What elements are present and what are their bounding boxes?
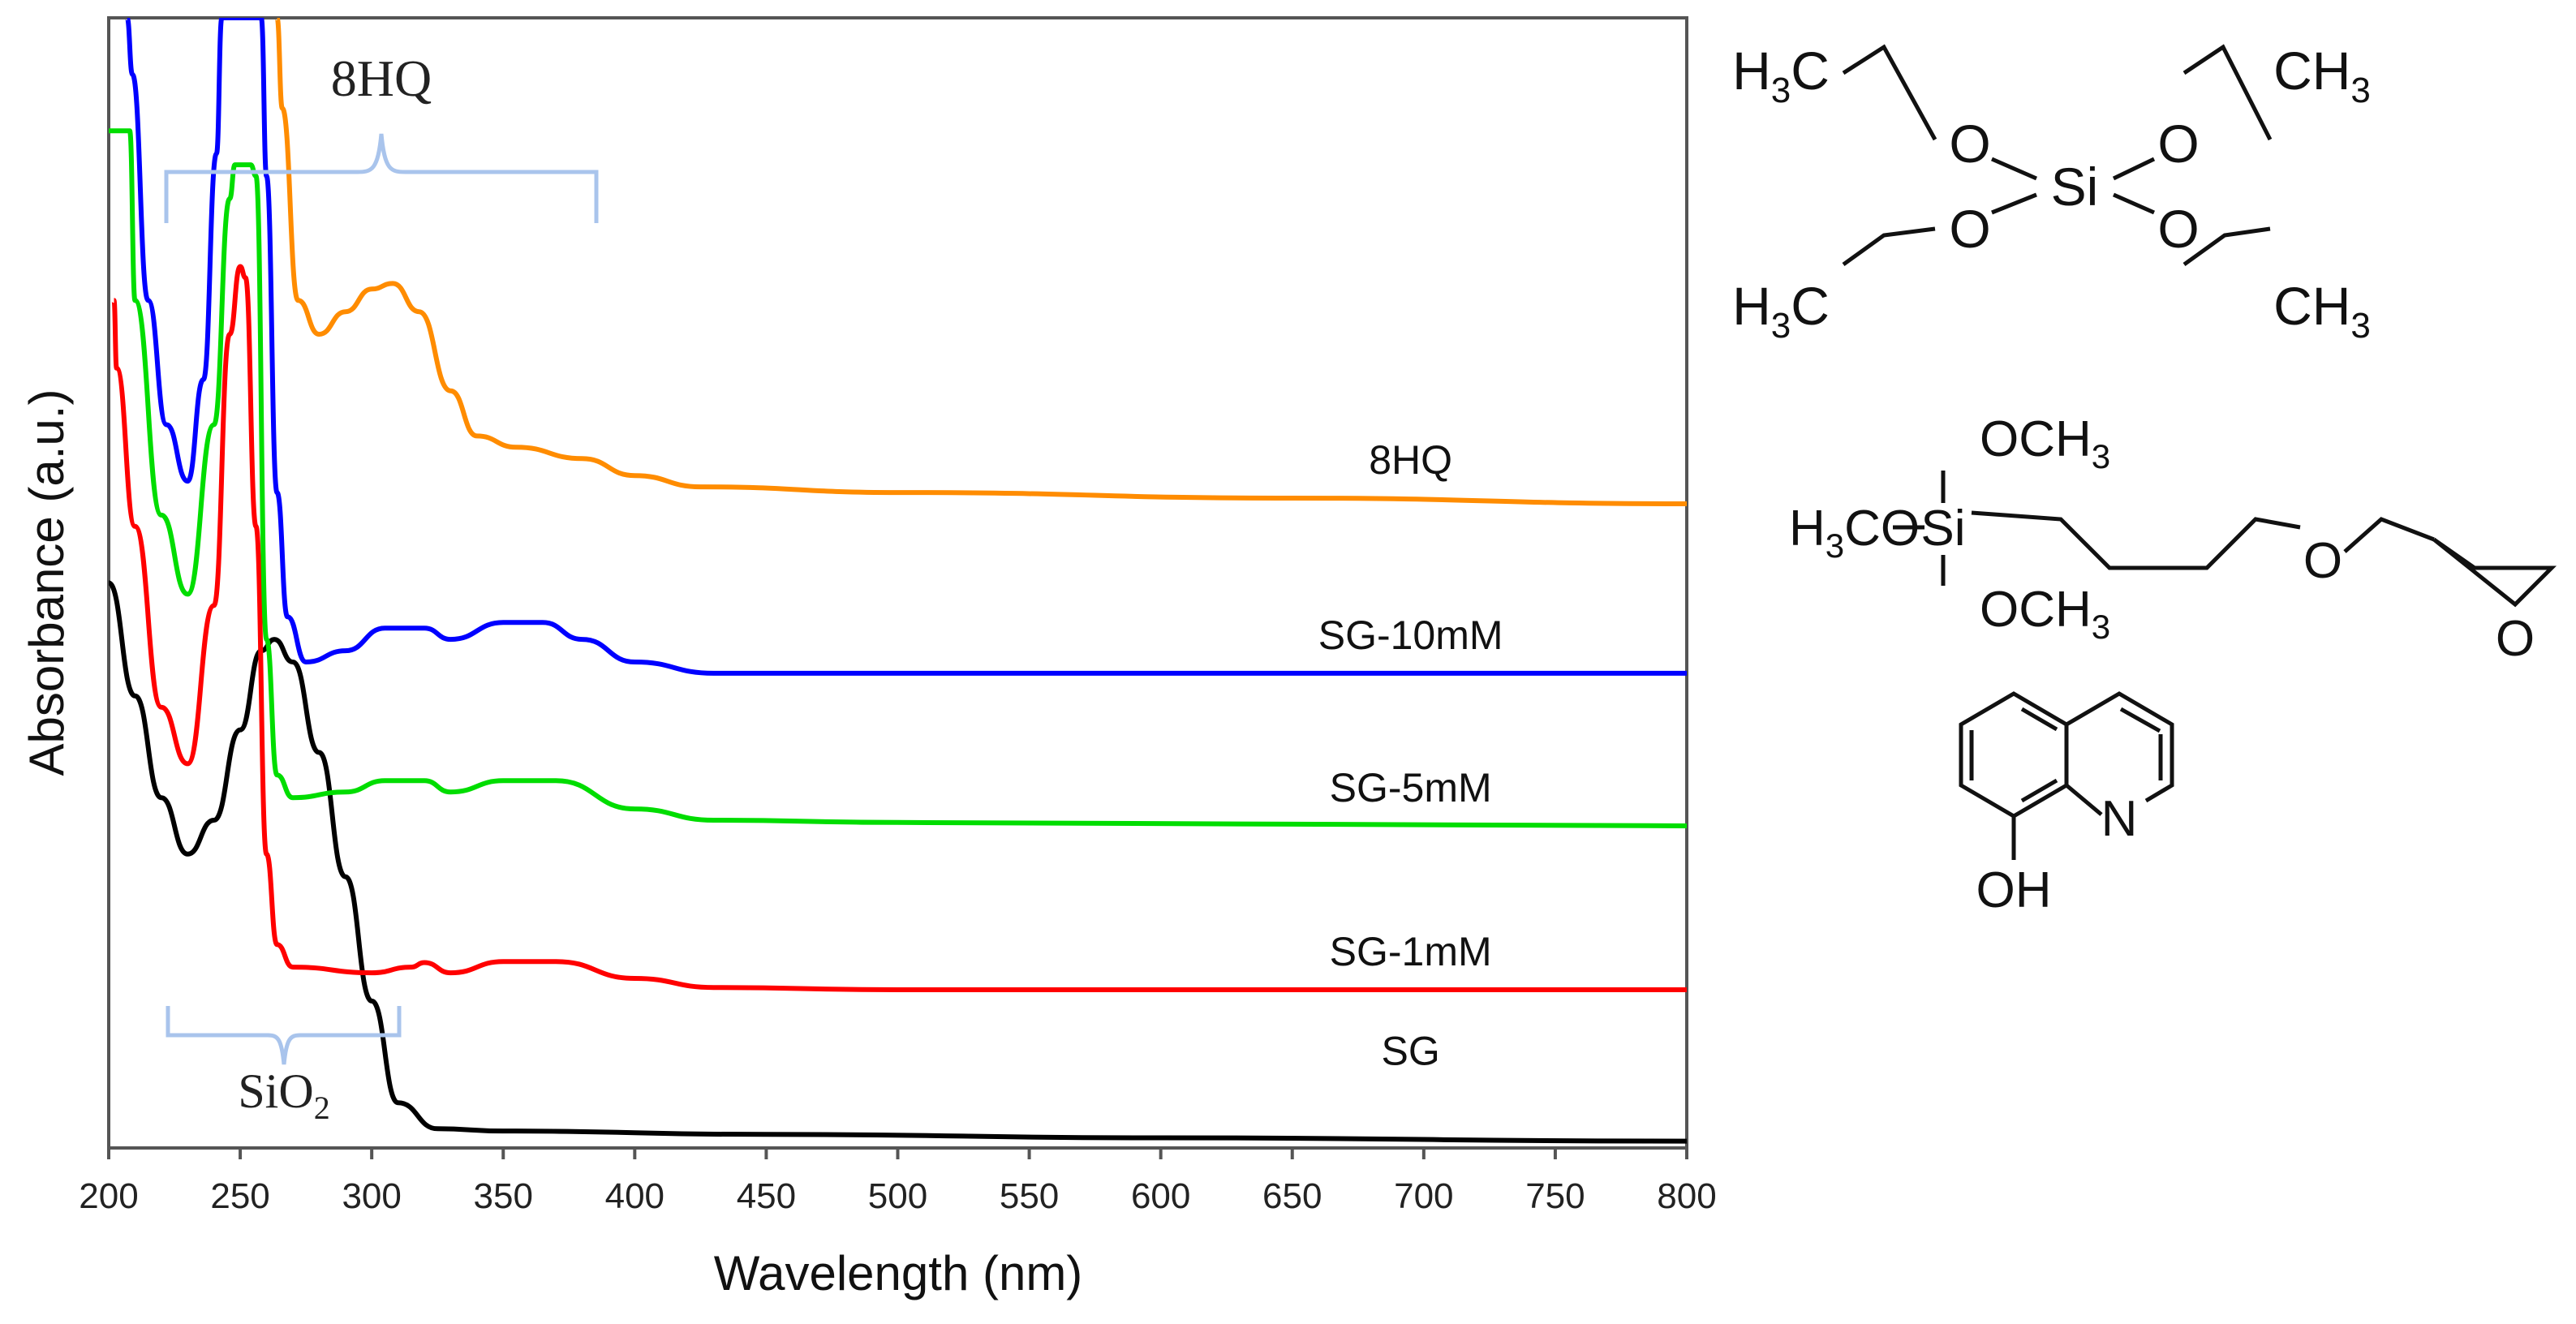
series-label-8HQ: 8HQ [1369,437,1452,483]
series-layer [109,18,1687,1144]
x-tick-label: 750 [1525,1176,1585,1216]
teos-ch3-top: CH3 [2273,41,2371,110]
gptms-structure: OCH3 H3CO Si OCH3 O O [1789,411,2557,667]
x-tick-label: 450 [737,1176,796,1216]
teos-h3c-top: H3C [1732,41,1830,110]
x-tick-label: 650 [1262,1176,1322,1216]
series-line-8HQ [274,18,1687,506]
series-label-SG-1mM: SG-1mM [1330,929,1492,974]
series-line-SG [109,580,1687,1144]
8-hydroxyquinoline-structure: N OH [1959,691,2174,918]
teos-si: Si [2051,157,2099,217]
SiO2-bracket-label: SiO2 [238,1064,329,1126]
series-line-SG-5mM [109,128,1687,828]
gptms-si: Si [1920,501,1965,557]
gptms-och3-top: OCH3 [1980,411,2110,475]
SiO2-subscript: 2 [314,1090,330,1126]
8HQ-bracket-label: 8HQ [331,49,432,107]
series-line-SG-1mM [111,264,1687,992]
x-tick-label: 550 [1000,1176,1059,1216]
x-tick-label: 250 [210,1176,269,1216]
x-tick-label: 300 [342,1176,401,1216]
teos-o-ll: O [1949,199,1990,259]
SiO2-base: SiO [238,1064,313,1118]
8HQ-bracket [164,133,599,223]
series-label-SG-5mM: SG-5mM [1330,765,1492,810]
x-tick-label: 800 [1657,1176,1716,1216]
series-labels: SG SG-1mM SG-5mM SG-10mM 8HQ [1318,437,1503,1073]
quinoline-n: N [2101,791,2138,847]
y-axis-title: Absorbance (a.u.) [19,389,74,776]
quinoline-oh: OH [1976,862,2052,918]
gptms-ether-o: O [2303,533,2342,589]
series-label-SG-10mM: SG-10mM [1318,613,1503,658]
x-tick-label: 400 [605,1176,664,1216]
teos-o-lr: O [2157,199,2199,259]
x-axis-ticks: 200 250 300 350 400 450 500 550 600 650 700 750 800 [79,1148,1717,1216]
SiO2-bracket [166,1006,402,1065]
series-label-SG: SG [1382,1028,1440,1073]
teos-structure: H3C CH3 O O Si O O H3C CH3 [1732,41,2371,346]
teos-o-ul: O [1949,114,1990,174]
teos-h3c-bottom: H3C [1732,276,1830,346]
x-tick-label: 700 [1394,1176,1453,1216]
gptms-och3-bottom: OCH3 [1980,582,2110,646]
x-tick-label: 500 [868,1176,927,1216]
x-tick-label: 350 [474,1176,533,1216]
plot-frame [107,16,1688,1150]
teos-ch3-bottom: CH3 [2273,276,2371,346]
gptms-epoxide-o: O [2496,611,2535,667]
series-line-SG-10mM [124,18,1687,676]
x-tick-label: 600 [1131,1176,1190,1216]
x-tick-label: 200 [79,1176,138,1216]
gptms-h3co: H3CO [1789,501,1920,565]
teos-o-ur: O [2157,114,2199,174]
x-axis-title: Wavelength (nm) [714,1246,1083,1300]
